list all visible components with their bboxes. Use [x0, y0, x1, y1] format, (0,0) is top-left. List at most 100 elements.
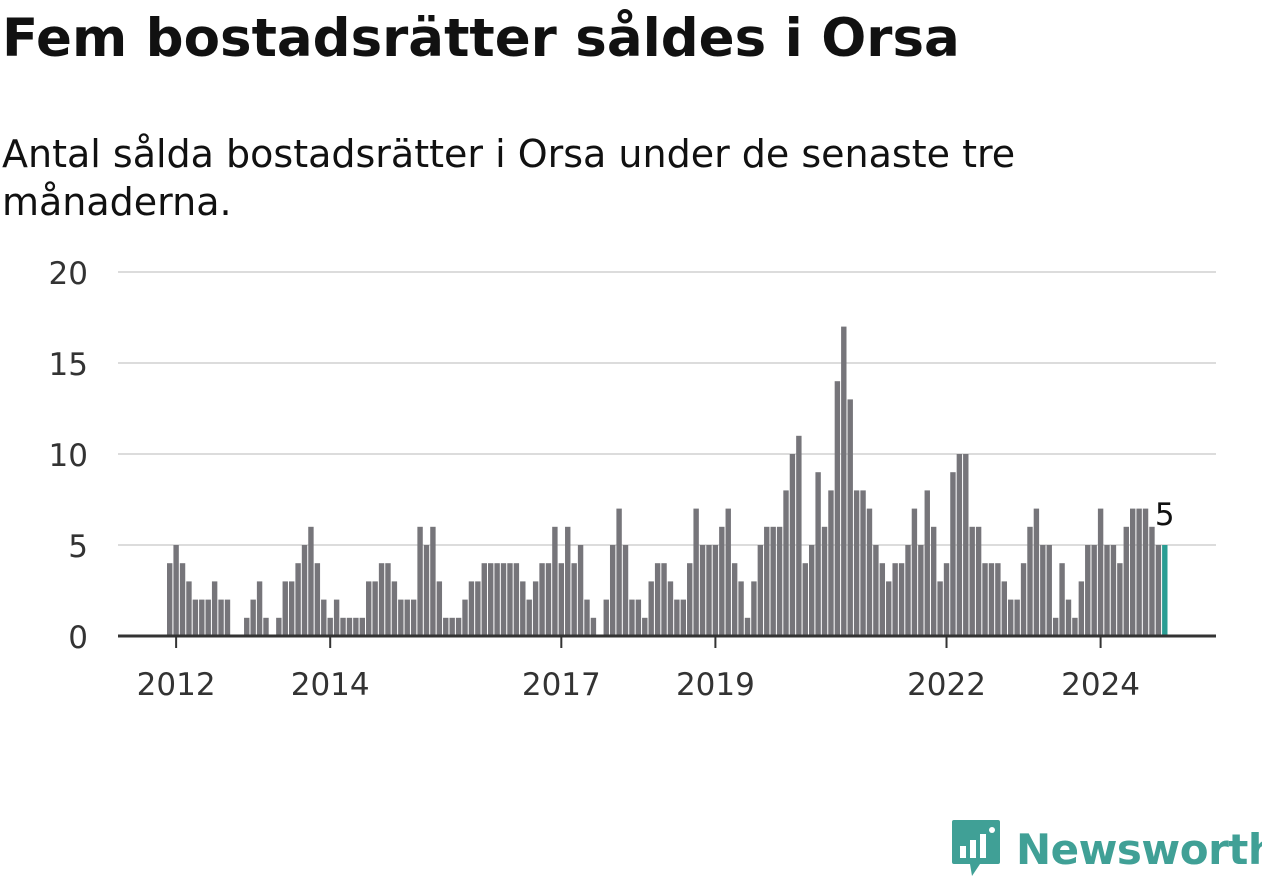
bar [205, 599, 211, 636]
bar [744, 617, 751, 636]
bar [1027, 526, 1033, 636]
bar [1136, 508, 1142, 636]
bar [423, 545, 430, 636]
bar [1020, 563, 1027, 636]
bar [455, 617, 462, 636]
bar [821, 526, 828, 636]
bar [314, 563, 321, 636]
brand-name: Newsworthy [1016, 824, 1262, 874]
bar-chart-bubble-icon [952, 820, 1000, 876]
bar [770, 526, 776, 636]
bar [545, 563, 552, 636]
bar [391, 581, 398, 636]
bar [898, 563, 905, 636]
bar [1072, 617, 1078, 636]
bar [963, 454, 969, 636]
bar [764, 526, 770, 636]
bar [841, 326, 847, 636]
bar [327, 617, 333, 636]
bar [706, 545, 712, 636]
bar [192, 599, 199, 636]
bar [1078, 581, 1085, 636]
bar [969, 526, 975, 636]
bar [886, 581, 892, 636]
bar [308, 526, 314, 636]
x-tick-label: 2014 [291, 667, 370, 703]
y-tick-label: 10 [49, 438, 88, 474]
bar-latest [1162, 545, 1168, 636]
bar [654, 563, 661, 636]
x-tick-label: 2017 [522, 667, 601, 703]
bar [250, 599, 256, 636]
bar [1033, 508, 1040, 636]
y-tick-label: 0 [68, 620, 88, 656]
bar [815, 472, 821, 636]
bar [661, 563, 667, 636]
bar [847, 399, 853, 636]
bar [430, 526, 436, 636]
bar [211, 581, 218, 636]
bar [565, 526, 571, 636]
bar [500, 563, 507, 636]
y-tick-label: 5 [68, 529, 88, 565]
bar [629, 599, 635, 636]
x-axis-ticks: 2012 2014 2017 2019 2022 2024 [137, 636, 1140, 703]
bar [1091, 545, 1097, 636]
x-tick-label: 2022 [907, 667, 986, 703]
bar [828, 490, 834, 636]
bar [410, 599, 417, 636]
bar [179, 563, 186, 636]
bar [526, 599, 532, 636]
bar [918, 545, 924, 636]
bar [982, 563, 988, 636]
bar [468, 581, 475, 636]
bar [725, 508, 731, 636]
x-tick-label: 2019 [676, 667, 755, 703]
bar [616, 508, 622, 636]
bar [1065, 599, 1072, 636]
bar [539, 563, 545, 636]
bar [1155, 545, 1162, 636]
bar [443, 617, 449, 636]
bar [950, 472, 956, 636]
bar [603, 599, 609, 636]
bar [995, 563, 1001, 636]
bar [417, 526, 423, 636]
x-tick-label: 2024 [1061, 667, 1140, 703]
bar [860, 490, 866, 636]
bar [507, 563, 513, 636]
bar [879, 563, 886, 636]
bar [1142, 508, 1149, 636]
bar [911, 508, 918, 636]
bar [738, 581, 744, 636]
bar [436, 581, 443, 636]
bar [693, 508, 699, 636]
bar [1040, 545, 1046, 636]
bar [866, 508, 873, 636]
bar [975, 526, 982, 636]
bar [321, 599, 327, 636]
bar [199, 599, 205, 636]
bar [712, 545, 719, 636]
bar [590, 617, 597, 636]
bar [1097, 508, 1104, 636]
bar [282, 581, 288, 636]
bar [937, 581, 943, 636]
bar [809, 545, 815, 636]
bar [404, 599, 410, 636]
bar [1046, 545, 1052, 636]
bar [853, 490, 860, 636]
bar [1123, 526, 1129, 636]
bar [494, 563, 500, 636]
y-tick-label: 20 [49, 256, 88, 292]
bar [687, 563, 693, 636]
bar [930, 526, 937, 636]
bar [635, 599, 642, 636]
bar [449, 617, 455, 636]
grid-lines [118, 271, 1216, 546]
bar [674, 599, 680, 636]
bar [398, 599, 404, 636]
bar [513, 563, 520, 636]
newsworthy-logo: Newsworthy [950, 818, 1262, 880]
